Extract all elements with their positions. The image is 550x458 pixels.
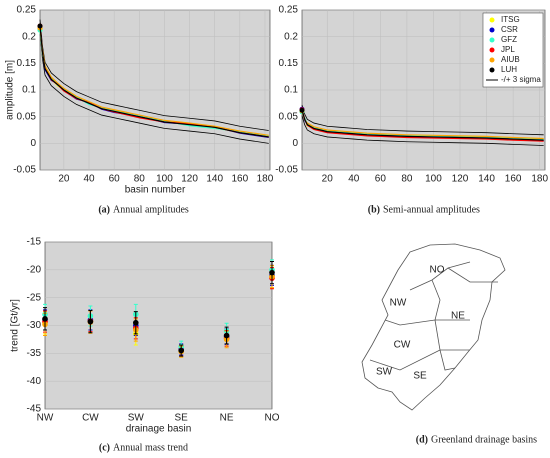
map-label: SE <box>413 371 427 382</box>
y-tick-label: 0.15 <box>17 58 37 69</box>
y-tick-label: 0.05 <box>279 111 299 122</box>
y-axis-label: trend [Gt/yr] <box>10 299 21 352</box>
y-axis-label: amplitude [m] <box>5 60 16 120</box>
x-tick-label: 160 <box>231 174 248 185</box>
x-tick-label: CW <box>82 413 99 424</box>
legend-label: ITSG <box>501 15 520 24</box>
x-tick-label: 180 <box>257 174 274 185</box>
sigma-line <box>301 104 544 136</box>
trend-point <box>42 316 48 322</box>
x-tick-label: NE <box>220 413 234 424</box>
series-line <box>39 28 269 136</box>
y-tick-label: -40 <box>27 376 42 387</box>
y-tick-label: -35 <box>27 348 42 359</box>
caption-label: (d) <box>416 434 428 445</box>
series-line <box>301 109 544 142</box>
y-tick-label: 0.2 <box>284 31 298 42</box>
trend-point <box>223 332 230 339</box>
map-label: NW <box>390 298 407 309</box>
caption-label: (c) <box>99 442 110 453</box>
x-tick-label: NW <box>37 413 54 424</box>
sigma-line <box>39 32 269 144</box>
sigma-line <box>39 19 269 131</box>
x-tick-label: 140 <box>206 174 223 185</box>
y-tick-label: 0.15 <box>279 58 299 69</box>
y-tick-label: -30 <box>27 320 42 331</box>
series-line <box>301 110 544 140</box>
legend-label: JPL <box>501 45 515 54</box>
x-tick-label: 180 <box>531 174 548 185</box>
x-tick-label: 40 <box>348 174 360 185</box>
legend-label: CSR <box>501 25 518 34</box>
legend-marker <box>489 57 495 63</box>
basin-border <box>369 261 498 371</box>
x-tick-label: SE <box>175 413 189 424</box>
x-tick-label: 160 <box>505 174 522 185</box>
x-tick-label: 80 <box>401 174 413 185</box>
caption: Greenland drainage basins <box>431 434 537 445</box>
first-point <box>37 23 43 29</box>
greenland-map <box>361 243 506 411</box>
y-tick-label: -0.05 <box>13 165 36 176</box>
y-tick-label: -45 <box>27 404 42 415</box>
x-tick-label: 120 <box>181 174 198 185</box>
sigma-line <box>301 115 544 146</box>
legend-label: -/+ 3 sigma <box>501 75 541 84</box>
x-tick-label: 20 <box>322 174 334 185</box>
y-tick-label: 0.25 <box>279 5 299 16</box>
x-tick-label: 100 <box>156 174 173 185</box>
legend-marker <box>489 17 495 23</box>
trend-point <box>87 318 94 325</box>
first-point <box>299 107 305 113</box>
y-tick-label: -25 <box>27 292 42 303</box>
series-line <box>301 110 544 141</box>
x-axis-label: basin number <box>125 185 186 196</box>
legend-marker <box>489 37 495 43</box>
y-tick-label: 0.1 <box>22 85 36 96</box>
y-tick-label: 0.25 <box>17 5 37 16</box>
map-label: NE <box>451 311 465 322</box>
trend-point <box>133 319 139 326</box>
caption: Annual mass trend <box>113 442 188 453</box>
series-line <box>39 25 269 138</box>
trend-point <box>269 269 275 276</box>
legend-marker <box>489 47 495 53</box>
legend-label: LUH <box>501 65 517 74</box>
map-label: CW <box>394 340 411 351</box>
trend-point <box>178 347 184 354</box>
caption: Semi-annual amplitudes <box>383 204 480 215</box>
legend-marker <box>489 67 495 73</box>
caption-label: (a) <box>98 204 110 215</box>
x-tick-label: NO <box>265 413 280 424</box>
x-tick-label: 120 <box>452 174 469 185</box>
map-label: SW <box>376 367 393 378</box>
map-label: NO <box>430 265 445 276</box>
x-tick-label: 60 <box>375 174 387 185</box>
x-tick-label: 80 <box>134 174 146 185</box>
y-tick-label: 0.2 <box>22 31 36 42</box>
caption-label: (b) <box>368 204 380 215</box>
y-tick-label: -15 <box>27 237 42 248</box>
caption: Annual amplitudes <box>113 204 189 215</box>
x-tick-label: 100 <box>425 174 442 185</box>
x-tick-label: 140 <box>478 174 495 185</box>
legend-marker <box>489 27 495 33</box>
x-tick-label: 40 <box>83 174 95 185</box>
y-tick-label: 0 <box>292 138 298 149</box>
y-tick-label: 0.1 <box>284 85 298 96</box>
y-tick-label: 0.05 <box>17 111 37 122</box>
y-tick-label: -20 <box>27 264 42 275</box>
x-tick-label: 60 <box>109 174 121 185</box>
y-tick-label: -0.05 <box>275 165 298 176</box>
x-axis-label: drainage basin <box>126 424 192 435</box>
legend-label: AIUB <box>501 55 520 64</box>
legend-label: GFZ <box>501 35 517 44</box>
y-tick-label: 0 <box>30 138 36 149</box>
x-tick-label: 20 <box>58 174 70 185</box>
x-tick-label: SW <box>128 413 145 424</box>
